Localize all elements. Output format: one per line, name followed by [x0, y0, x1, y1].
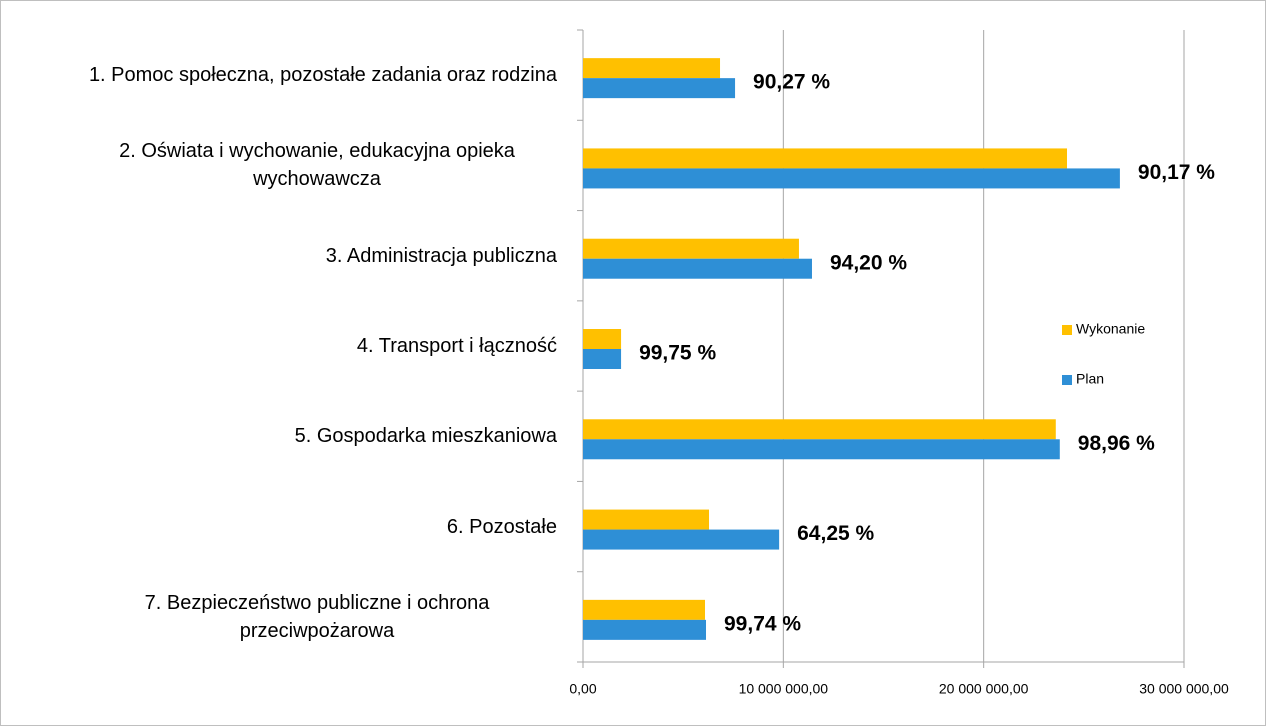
category-label: 6. Pozostałe — [447, 481, 557, 571]
x-tick-label: 20 000 000,00 — [939, 681, 1029, 697]
annotation: 98,96 % — [1078, 432, 1155, 455]
bar — [583, 168, 1120, 189]
legend-swatch — [1062, 375, 1072, 385]
x-tick-label: 10 000 000,00 — [739, 681, 829, 697]
category-text: 7. Bezpieczeństwo publiczne i ochrona pr… — [144, 591, 490, 642]
bar — [583, 439, 1060, 460]
category-text: 4. Transport i łączność — [356, 334, 557, 357]
category-label: 4. Transport i łączność — [357, 301, 557, 391]
bar — [583, 78, 736, 99]
category-label: 2. Oświata i wychowanie, edukacyjna opie… — [77, 120, 557, 210]
annotation: 64,25 % — [797, 522, 874, 545]
annotation: 99,74 % — [724, 612, 801, 635]
category-label: 5. Gospodarka mieszkaniowa — [295, 391, 557, 481]
bar — [583, 148, 1068, 169]
bar — [583, 419, 1056, 440]
annotation: 90,27 % — [753, 71, 830, 94]
legend-swatch — [1062, 325, 1072, 335]
annotation: 94,20 % — [830, 251, 907, 274]
x-tick-label: 0,00 — [569, 681, 596, 697]
bar — [583, 349, 622, 369]
bar — [583, 509, 710, 530]
category-label: 1. Pomoc społeczna, pozostałe zadania or… — [89, 30, 557, 120]
bar — [583, 619, 707, 640]
annotation: 99,75 % — [639, 342, 716, 365]
category-text: 6. Pozostałe — [446, 515, 557, 538]
bar — [583, 58, 721, 79]
category-text: 3. Administracja publiczna — [325, 244, 557, 267]
bar — [583, 529, 780, 550]
category-text: 5. Gospodarka mieszkaniowa — [294, 425, 557, 448]
legend-label: Plan — [1076, 371, 1104, 387]
category-label: 7. Bezpieczeństwo publiczne i ochrona pr… — [77, 572, 557, 662]
legend-label: Wykonanie — [1076, 321, 1145, 337]
bar — [583, 238, 799, 259]
bar — [583, 599, 706, 620]
bar — [583, 258, 812, 279]
annotation: 90,17 % — [1138, 161, 1215, 184]
category-label: 3. Administracja publiczna — [326, 211, 557, 301]
category-text: 2. Oświata i wychowanie, edukacyjna opie… — [119, 140, 515, 191]
x-tick-label: 30 000 000,00 — [1139, 681, 1229, 697]
bar — [583, 329, 622, 349]
category-text: 1. Pomoc społeczna, pozostałe zadania or… — [88, 64, 557, 87]
